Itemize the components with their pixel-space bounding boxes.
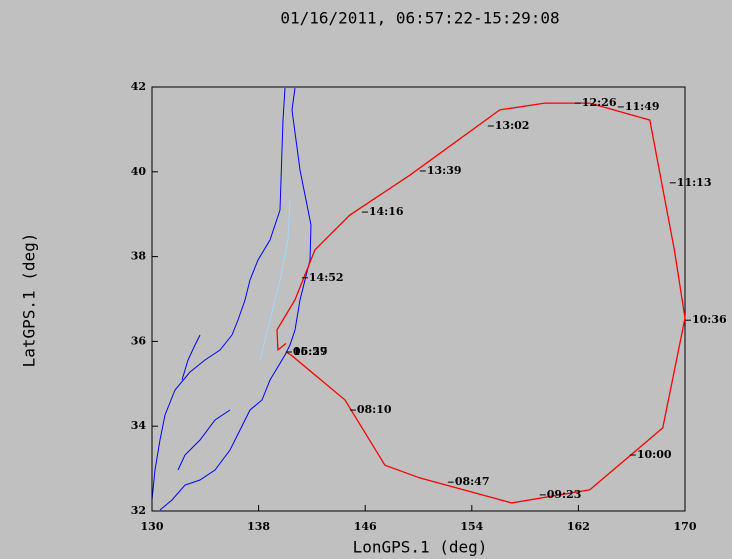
annotation: 12:26 — [582, 96, 617, 109]
y-tick-label: 42 — [131, 80, 146, 93]
rivers — [259, 199, 291, 361]
x-tick-label: 138 — [247, 520, 270, 533]
flight-track — [276, 102, 686, 504]
annotation: 10:00 — [637, 448, 672, 461]
plot-frame — [151, 86, 686, 512]
chart-title: 01/16/2011, 06:57:22-15:29:08 — [280, 9, 559, 28]
annotation: 10:36 — [692, 313, 727, 326]
x-tick-label: 154 — [460, 520, 483, 533]
x-tick-label: 170 — [674, 520, 697, 533]
annotation: 08:10 — [357, 403, 392, 416]
annotation: 11:49 — [625, 100, 660, 113]
y-tick-label: 36 — [131, 334, 147, 347]
coastline — [151, 87, 312, 511]
x-axis-label: LonGPS.1 (deg) — [353, 538, 488, 557]
y-axis-label: LatGPS.1 (deg) — [20, 233, 39, 368]
annotation: 06:57 — [293, 345, 328, 358]
y-tick-label: 32 — [131, 504, 146, 517]
annotation: 09:23 — [547, 488, 582, 501]
x-tick-label: 146 — [354, 520, 377, 533]
x-tick-label: 130 — [141, 520, 164, 533]
y-tick-label: 34 — [131, 419, 147, 432]
annotation: 13:02 — [495, 119, 530, 132]
annotation: 14:16 — [369, 205, 404, 218]
annotation: 11:13 — [677, 176, 712, 189]
y-tick-label: 40 — [131, 165, 147, 178]
annotation: 14:52 — [309, 271, 344, 284]
x-tick-label: 162 — [567, 520, 590, 533]
annotation: 15:29 — [293, 345, 328, 358]
annotation: 08:47 — [455, 475, 490, 488]
y-tick-label: 38 — [131, 250, 147, 263]
annotation: 13:39 — [427, 164, 462, 177]
